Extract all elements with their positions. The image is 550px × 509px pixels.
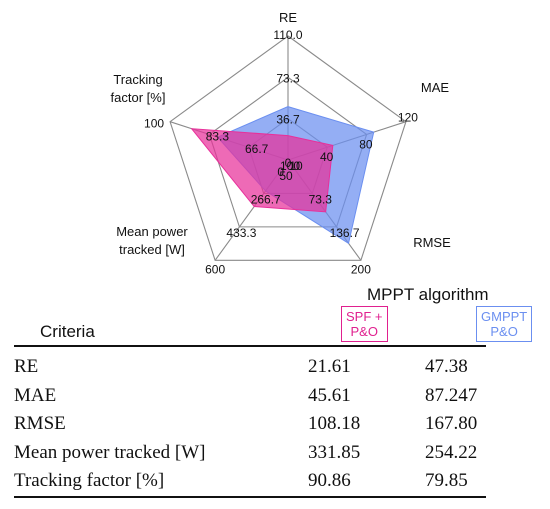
series-area-1: [190, 128, 334, 213]
table-bottom-rule: [14, 496, 486, 498]
row-value-gmppt-po: 254.22: [425, 441, 478, 463]
tick-label-axis2-3: 200: [351, 262, 371, 276]
legend-spf-po: SPF + P&O: [341, 306, 388, 342]
tick-label-axis3-0: 100: [280, 159, 300, 173]
tick-label-axis4-1: 66.7: [245, 142, 269, 156]
tick-label-axis2-0: 10: [289, 159, 303, 173]
tick-label-axis4-0: 50: [279, 169, 293, 183]
tick-label-axis0-2: 73.3: [276, 71, 300, 85]
legend-gmppt-po-line1: GMPPT: [481, 309, 528, 324]
axis-label-3-line1: tracked [W]: [119, 242, 185, 257]
legend-gmppt-po: GMPPT P&O: [476, 306, 533, 342]
radar-axis-labels: RE MAE RMSE Mean power tracked [W] Tracking fa…: [111, 10, 452, 257]
radar-chart: 0 36.7 73.3 110.0 0 40 80 120 10 73.3 136.7 200 100 2…: [111, 10, 452, 276]
tick-label-axis3-1: 266.7: [251, 192, 281, 206]
row-criterion: Tracking factor [%]: [14, 470, 165, 491]
row-value-spf-po: 108.18: [308, 413, 361, 434]
tick-label-axis3-2: 433.3: [226, 226, 256, 240]
axis-label-4-line0: Tracking: [113, 72, 162, 87]
tick-label-axis4-2: 83.3: [206, 129, 230, 143]
tick-label-axis1-2: 80: [359, 137, 373, 151]
row-value-spf-po: 331.85: [308, 441, 361, 463]
row-value-gmppt-po: 79.85: [425, 470, 468, 491]
row-value-gmppt-po: 47.38: [425, 356, 468, 377]
grid-ring-3: [169, 35, 407, 261]
tick-label-axis3-3: 600: [205, 262, 225, 276]
row-criterion: RMSE: [14, 413, 66, 434]
axis-label-3-line0: Mean power: [116, 224, 188, 239]
tick-label-axis1-3: 120: [398, 111, 418, 125]
row-value-spf-po: 90.86: [308, 470, 351, 491]
table-top-rule: [14, 345, 486, 347]
axis-label-2-line0: RMSE: [413, 235, 451, 250]
row-criterion: RE: [14, 356, 39, 377]
radar-tick-labels: 0 36.7 73.3 110.0 0 40 80 120 10 73.3 136.7 200 100 2…: [144, 28, 418, 276]
row-value-gmppt-po: 87.247: [425, 384, 478, 406]
row-value-spf-po: 45.61: [308, 384, 351, 406]
row-criterion: MAE: [14, 384, 57, 406]
tick-label-axis1-1: 40: [320, 150, 334, 164]
axis-label-0-line0: RE: [279, 10, 297, 25]
axis-label-1-line0: MAE: [421, 80, 450, 95]
tick-label-axis2-1: 73.3: [309, 192, 333, 206]
legend-spf-po-line2: P&O: [350, 324, 378, 339]
group-header: MPPT algorithm: [367, 285, 489, 304]
row-value-gmppt-po: 167.80: [425, 413, 478, 434]
legend-gmppt-po-line2: P&O: [490, 324, 518, 339]
axis-label-4-line1: factor [%]: [111, 90, 166, 105]
tick-label-axis2-2: 136.7: [330, 226, 360, 240]
tick-label-axis1-0: 0: [277, 165, 284, 179]
tick-label-axis0-3: 110.0: [273, 28, 302, 42]
row-value-spf-po: 21.61: [308, 356, 351, 377]
legend-spf-po-line1: SPF +: [346, 309, 383, 324]
criteria-header: Criteria: [40, 322, 95, 341]
row-criterion: Mean power tracked [W]: [14, 441, 206, 463]
grid-ring-2: [208, 76, 368, 228]
tick-label-axis0-0: 0: [285, 156, 292, 170]
radar-series: [190, 106, 375, 245]
tick-label-axis4-3: 100: [144, 117, 164, 131]
tick-label-axis0-1: 36.7: [276, 113, 300, 127]
